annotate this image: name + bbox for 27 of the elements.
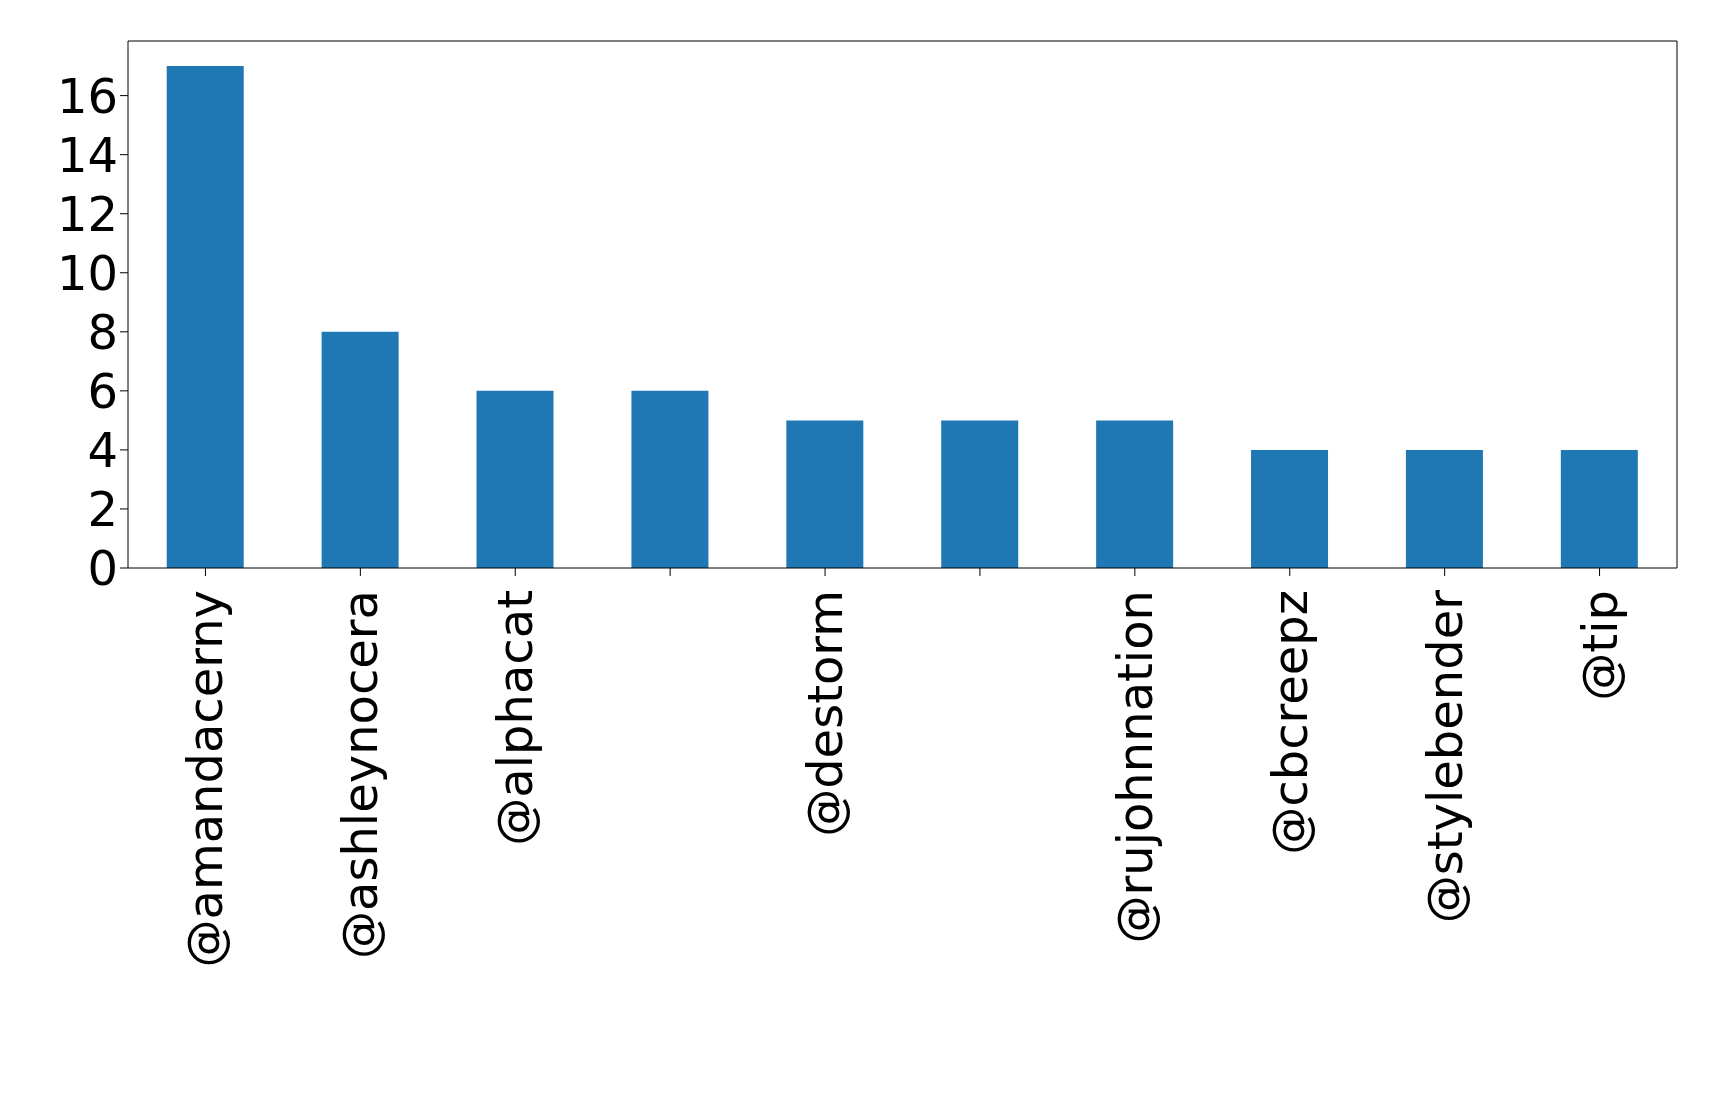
y-tick-label: 4 bbox=[87, 421, 118, 478]
y-tick-label: 10 bbox=[56, 244, 118, 301]
bar bbox=[166, 66, 244, 568]
x-tick-label: @stylebender bbox=[1416, 589, 1473, 924]
bar bbox=[1251, 449, 1329, 568]
bar bbox=[1096, 420, 1174, 568]
y-tick-label: 6 bbox=[87, 362, 118, 419]
y-tick-label: 12 bbox=[56, 185, 118, 242]
x-tick-label: @destorm bbox=[797, 590, 854, 837]
y-tick-label: 8 bbox=[87, 303, 118, 360]
y-tick-label: 2 bbox=[87, 480, 118, 537]
bar bbox=[321, 331, 399, 568]
bar bbox=[476, 390, 554, 568]
x-tick-label: @cbcreepz bbox=[1261, 590, 1318, 855]
bar bbox=[1405, 449, 1483, 568]
x-tick-label: @rujohnnation bbox=[1106, 590, 1163, 944]
y-tick-label: 0 bbox=[87, 540, 118, 597]
bar bbox=[1560, 449, 1638, 568]
x-tick-label: @ashleynocera bbox=[332, 590, 389, 959]
x-tick-label: @amandacerny bbox=[177, 590, 234, 968]
bar bbox=[631, 390, 709, 568]
x-tick-label: @tip bbox=[1571, 590, 1628, 701]
bar bbox=[941, 420, 1019, 568]
y-tick-label: 16 bbox=[56, 67, 118, 124]
y-tick-label: 14 bbox=[56, 126, 118, 183]
x-tick-label: @alphacat bbox=[487, 590, 544, 846]
bar bbox=[786, 420, 864, 568]
